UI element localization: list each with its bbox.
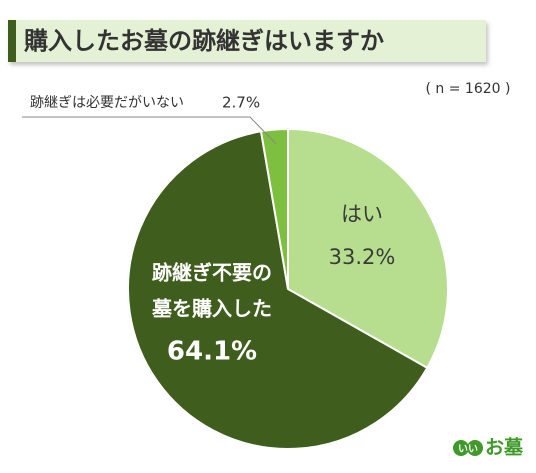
logo: いい お墓 bbox=[453, 437, 524, 459]
slice-label: 跡継ぎ不要の bbox=[152, 261, 272, 285]
logo-mark: いい bbox=[458, 444, 478, 455]
title-accent bbox=[8, 20, 16, 62]
title-banner bbox=[8, 20, 486, 62]
logo-dot bbox=[467, 440, 483, 456]
slice-value: 33.2% bbox=[329, 245, 396, 269]
slice-value: 2.7% bbox=[222, 94, 260, 112]
pie-slice bbox=[259, 127, 289, 290]
pie-slice bbox=[127, 130, 429, 450]
slice-label: 墓を購入した bbox=[151, 297, 272, 321]
slice-label: はい bbox=[341, 202, 383, 226]
chart-subtitle: ( n = 1620 ) bbox=[426, 81, 511, 97]
slice-value: 64.1% bbox=[167, 337, 257, 367]
pie-slice bbox=[287, 127, 449, 370]
leader-line bbox=[22, 116, 276, 144]
logo-dot bbox=[453, 440, 469, 456]
slice-label: 跡継ぎは必要だがいない bbox=[30, 95, 184, 111]
logo-text: お墓 bbox=[485, 437, 524, 459]
chart-title: 購入したお墓の跡継ぎはいますか bbox=[24, 27, 384, 55]
